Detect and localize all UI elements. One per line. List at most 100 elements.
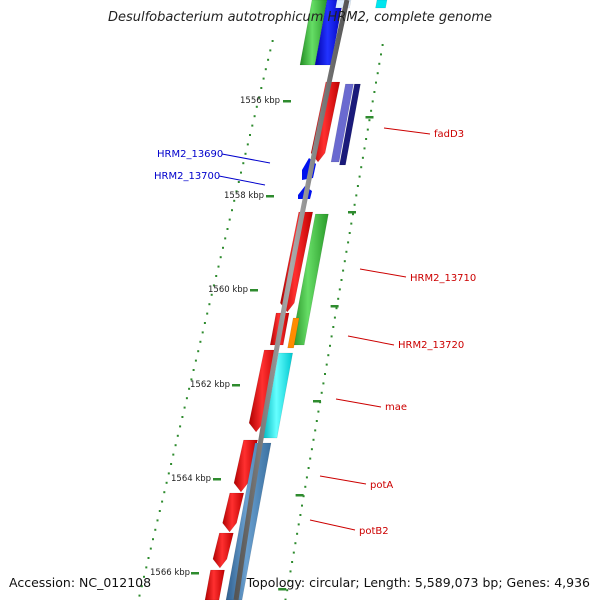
minor-tick-right: [301, 504, 303, 507]
minor-tick-right: [315, 420, 318, 422]
minor-tick-left: [170, 463, 173, 465]
tick-label: 1560 kbp: [208, 285, 248, 295]
minor-tick-right: [356, 185, 359, 187]
minor-tick-right: [381, 44, 384, 46]
minor-tick-left: [264, 68, 267, 71]
genome-title: Desulfobacterium autotrophicum HRM2, com…: [107, 10, 493, 25]
genome-backbone: [233, 0, 350, 600]
minor-tick-left: [208, 303, 211, 306]
gene-feature-orange: [287, 317, 300, 349]
major-tick-left: [191, 572, 199, 575]
minor-tick-right: [327, 354, 330, 357]
minor-tick-right: [324, 373, 326, 375]
minor-tick-right: [352, 213, 354, 216]
minor-tick-right: [361, 156, 364, 159]
minor-tick-right: [297, 523, 300, 526]
major-tick-left: [232, 384, 240, 387]
accession-label: Accession: NC_012108: [9, 575, 152, 590]
minor-tick-right: [330, 335, 333, 338]
gene-label[interactable]: fadD3: [434, 129, 464, 140]
minor-tick-left: [253, 115, 256, 118]
minor-tick-right: [287, 579, 290, 582]
minor-tick-right: [353, 203, 356, 206]
minor-tick-right: [337, 297, 340, 300]
minor-tick-right: [370, 109, 373, 112]
minor-tick-left: [246, 143, 249, 146]
minor-tick-left: [233, 199, 236, 202]
gene-label[interactable]: HRM2_13700: [154, 171, 220, 182]
gene-label[interactable]: HRM2_13710: [410, 273, 476, 284]
minor-tick-left: [149, 547, 152, 550]
major-tick-right: [348, 211, 356, 214]
minor-tick-right: [325, 363, 328, 366]
minor-tick-left: [235, 190, 238, 193]
tick-label: 1566 kbp: [150, 568, 190, 578]
gene-feature: [375, 0, 388, 9]
minor-tick-right: [342, 269, 345, 272]
minor-tick-right: [292, 551, 295, 554]
minor-tick-left: [224, 237, 227, 240]
minor-tick-left: [161, 500, 164, 503]
callout-line: [218, 175, 266, 186]
minor-tick-right: [363, 147, 366, 150]
major-tick-left: [213, 478, 221, 481]
minor-tick-right: [338, 288, 341, 291]
minor-tick-left: [152, 538, 154, 541]
minor-tick-left: [262, 77, 265, 80]
minor-tick-left: [219, 256, 222, 259]
minor-tick-right: [373, 91, 376, 93]
minor-tick-right: [340, 279, 343, 281]
minor-tick-right: [310, 448, 313, 451]
gene-label[interactable]: HRM2_13720: [398, 340, 464, 351]
minor-tick-right: [289, 570, 292, 573]
minor-tick-right: [371, 100, 374, 103]
minor-tick-right: [286, 589, 289, 592]
minor-tick-left: [271, 40, 274, 42]
gene-label[interactable]: mae: [385, 402, 407, 413]
gene-label[interactable]: potB2: [359, 526, 389, 537]
topology-label: Topology: circular; Length: 5,589,073 bp…: [246, 575, 590, 590]
minor-tick-left: [255, 105, 258, 108]
minor-tick-left: [176, 434, 179, 437]
minor-tick-left: [167, 472, 170, 475]
minor-tick-left: [237, 181, 240, 183]
minor-tick-right: [368, 119, 371, 122]
callout-line: [347, 335, 395, 346]
minor-tick-left: [172, 453, 175, 456]
minor-tick-right: [365, 138, 368, 140]
major-tick-right: [330, 305, 339, 308]
minor-tick-left: [201, 331, 204, 334]
minor-tick-left: [147, 557, 150, 559]
minor-tick-right: [360, 166, 363, 169]
tick-label: 1564 kbp: [171, 474, 211, 484]
callout-line: [221, 153, 271, 164]
minor-tick-right: [284, 598, 287, 600]
gene-label[interactable]: potA: [370, 480, 393, 491]
minor-tick-right: [317, 410, 320, 413]
minor-tick-left: [215, 275, 218, 277]
minor-tick-left: [165, 481, 168, 484]
minor-tick-left: [190, 378, 193, 381]
minor-tick-left: [210, 293, 213, 296]
minor-tick-right: [299, 514, 302, 516]
minor-tick-right: [312, 438, 315, 441]
minor-tick-right: [304, 485, 307, 488]
gene-features: [204, 0, 388, 600]
gene-feature-red: [204, 569, 225, 600]
callout-line: [309, 519, 356, 531]
minor-tick-right: [378, 62, 381, 65]
callout-line: [319, 475, 367, 485]
minor-tick-left: [212, 284, 215, 287]
minor-tick-right: [350, 222, 353, 225]
gene-feature-red: [212, 532, 234, 569]
minor-tick-left: [267, 58, 270, 61]
gene-feature-red: [222, 492, 245, 533]
minor-tick-right: [343, 260, 346, 263]
minor-tick-right: [347, 241, 350, 244]
minor-tick-right: [320, 391, 323, 394]
gene-label[interactable]: HRM2_13690: [157, 149, 223, 160]
major-tick-right: [295, 494, 304, 497]
minor-tick-right: [355, 194, 358, 197]
